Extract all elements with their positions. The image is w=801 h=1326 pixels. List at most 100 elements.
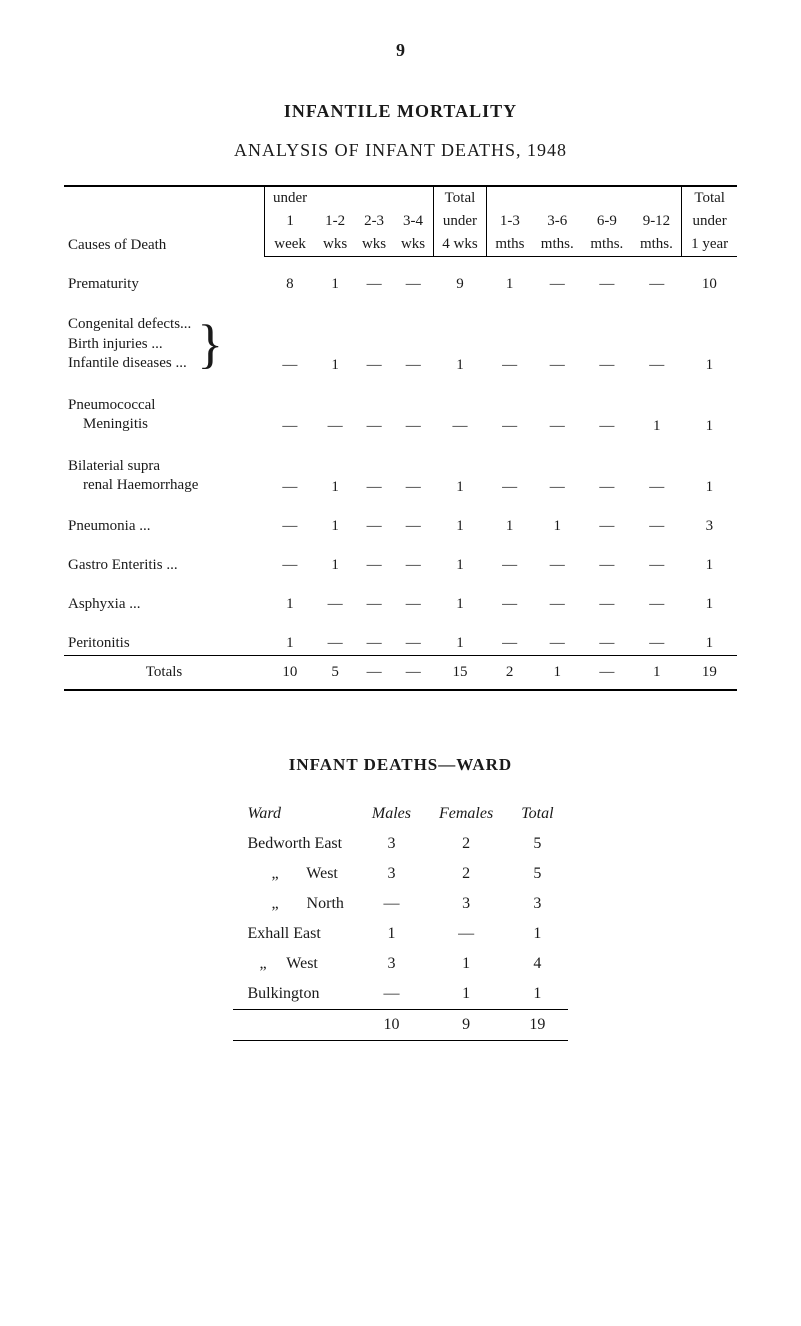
females-cell: 1	[425, 979, 507, 1010]
data-cell: —	[487, 632, 533, 656]
data-cell: 9	[433, 273, 487, 296]
col-header	[355, 186, 394, 210]
males-cell: 3	[358, 829, 425, 859]
totals-cell: 19	[682, 655, 737, 690]
females-cell: —	[425, 919, 507, 949]
total-cell: 5	[507, 859, 567, 889]
data-cell: 1	[433, 454, 487, 499]
data-cell: —	[632, 454, 682, 499]
table-row: Congenital defects...Birth injuries ...I…	[64, 312, 737, 377]
data-cell: —	[355, 554, 394, 577]
col-header	[632, 186, 682, 210]
data-cell: —	[433, 393, 487, 438]
col-header: wks	[355, 233, 394, 257]
ward-col-header: Females	[425, 799, 507, 829]
data-cell: —	[394, 632, 434, 656]
col-header-cause: Causes of Death	[64, 186, 264, 257]
data-cell: —	[394, 515, 434, 538]
cause-line: Infantile diseases ...	[68, 354, 191, 374]
col-header: mths.	[632, 233, 682, 257]
data-cell: —	[582, 312, 632, 377]
data-cell: —	[316, 632, 355, 656]
data-cell: 1	[316, 454, 355, 499]
table-row: Prematurity81——91———10	[64, 273, 737, 296]
totals-cell: 1	[532, 655, 582, 690]
data-cell: —	[632, 273, 682, 296]
col-header	[487, 186, 533, 210]
cause-line: Congenital defects...	[68, 315, 191, 335]
ward-table-title: INFANT DEATHS—WARD	[64, 755, 737, 775]
data-cell: 1	[264, 632, 316, 656]
table1-title: ANALYSIS OF INFANT DEATHS, 1948	[64, 140, 737, 161]
ward-col-header: Males	[358, 799, 425, 829]
table-row: „ West325	[233, 859, 567, 889]
data-cell: —	[632, 515, 682, 538]
data-cell: 1	[682, 593, 737, 616]
data-cell: 1	[316, 273, 355, 296]
col-header: wks	[316, 233, 355, 257]
col-header	[316, 186, 355, 210]
data-cell: 1	[532, 515, 582, 538]
data-cell: —	[394, 593, 434, 616]
col-header: 9-12	[632, 210, 682, 233]
data-cell: —	[582, 454, 632, 499]
col-header: mths.	[582, 233, 632, 257]
totals-cell: 5	[316, 655, 355, 690]
total-cell: 1	[507, 919, 567, 949]
data-cell: 1	[487, 273, 533, 296]
data-cell: 8	[264, 273, 316, 296]
data-cell: —	[532, 312, 582, 377]
ward-name-cell: Exhall East	[233, 919, 357, 949]
col-header: Total	[682, 186, 737, 210]
col-header	[394, 186, 434, 210]
data-cell: —	[394, 393, 434, 438]
col-header: under	[264, 186, 316, 210]
cause-cell: Asphyxia ...	[64, 593, 264, 616]
col-header: 1 year	[682, 233, 737, 257]
totals-cell: —	[394, 655, 434, 690]
ward-name-cell: „ West	[233, 949, 357, 979]
col-header: week	[264, 233, 316, 257]
data-cell: 1	[264, 593, 316, 616]
data-cell: —	[487, 312, 533, 377]
data-cell: 1	[316, 554, 355, 577]
ward-name-cell: „ North	[233, 889, 357, 919]
totals-cell: 2	[487, 655, 533, 690]
col-header: 3-4	[394, 210, 434, 233]
data-cell: —	[264, 554, 316, 577]
males-cell: —	[358, 889, 425, 919]
males-cell: —	[358, 979, 425, 1010]
col-header: under	[433, 210, 487, 233]
page: 9 INFANTILE MORTALITY ANALYSIS OF INFANT…	[0, 0, 801, 1326]
ward-totals-row: 10 9 19	[233, 1009, 567, 1040]
table-row: „ North—33	[233, 889, 567, 919]
total-cell: 3	[507, 889, 567, 919]
cause-cell: Bilaterial supra renal Haemorrhage	[64, 454, 264, 499]
ward-table: Ward Males Females Total Bedworth East32…	[233, 799, 567, 1041]
table-row: Asphyxia ...1———1————1	[64, 593, 737, 616]
table-row: Gastro Enteritis ...—1——1————1	[64, 554, 737, 577]
data-cell: —	[316, 593, 355, 616]
ward-name-cell: Bedworth East	[233, 829, 357, 859]
col-header: 1-3	[487, 210, 533, 233]
data-cell: —	[355, 393, 394, 438]
cause-cell: Congenital defects...Birth injuries ...I…	[64, 312, 264, 377]
ward-totals-cell: 10	[358, 1009, 425, 1040]
ward-name-cell: Bulkington	[233, 979, 357, 1010]
table-row: Bedworth East325	[233, 829, 567, 859]
cause-cell: Gastro Enteritis ...	[64, 554, 264, 577]
ward-totals-cell: 9	[425, 1009, 507, 1040]
data-cell: 3	[682, 515, 737, 538]
data-cell: —	[532, 273, 582, 296]
cause-cell: Pneumococcal Meningitis	[64, 393, 264, 438]
cause-cell: Prematurity	[64, 273, 264, 296]
data-cell: —	[532, 393, 582, 438]
data-cell: —	[355, 312, 394, 377]
col-header: 1	[264, 210, 316, 233]
total-cell: 4	[507, 949, 567, 979]
data-cell: —	[394, 554, 434, 577]
data-cell: 1	[433, 554, 487, 577]
data-cell: —	[532, 454, 582, 499]
cause-line: Pneumococcal	[68, 396, 260, 416]
data-cell: —	[394, 312, 434, 377]
